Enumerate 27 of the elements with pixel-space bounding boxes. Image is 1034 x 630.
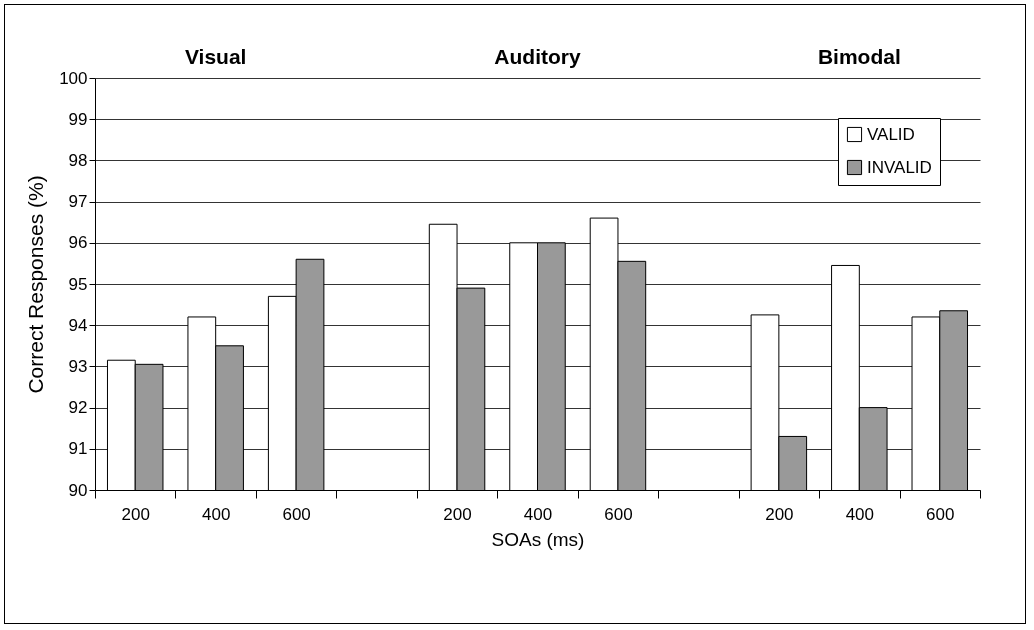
y-tick-label: 95: [68, 274, 88, 294]
x-tick-label: 200: [121, 504, 150, 524]
y-tick-label: 100: [59, 68, 88, 88]
text: Visual: [184, 45, 247, 68]
y-tick-label: 90: [68, 480, 88, 500]
x-tick-label: 400: [845, 504, 875, 524]
x-tick-label: 600: [604, 504, 633, 524]
text: Bimodal: [817, 45, 901, 68]
y-tick-label: 91: [68, 439, 88, 459]
legend-label: VALID: [867, 124, 915, 144]
y-tick-label: 98: [68, 150, 88, 170]
y-tick-label: 96: [68, 233, 88, 253]
y-tick-label: 93: [68, 356, 88, 376]
y-axis-title: Correct Responses (%): [24, 175, 48, 394]
x-tick-label: 200: [443, 504, 472, 524]
y-tick-label: 92: [68, 398, 88, 418]
y-tick-label: 99: [68, 109, 88, 129]
x-tick-label: 200: [765, 504, 794, 524]
x-tick-label: 600: [926, 504, 955, 524]
y-tick-label: 97: [68, 192, 88, 212]
legend-label: INVALID: [867, 157, 932, 177]
x-tick-label: 400: [523, 504, 553, 524]
x-tick-label: 600: [282, 504, 311, 524]
x-tick-label: 400: [201, 504, 231, 524]
x-axis-title: SOAs (ms): [491, 528, 585, 550]
y-tick-label: 94: [68, 315, 88, 335]
text: Auditory: [494, 45, 581, 68]
